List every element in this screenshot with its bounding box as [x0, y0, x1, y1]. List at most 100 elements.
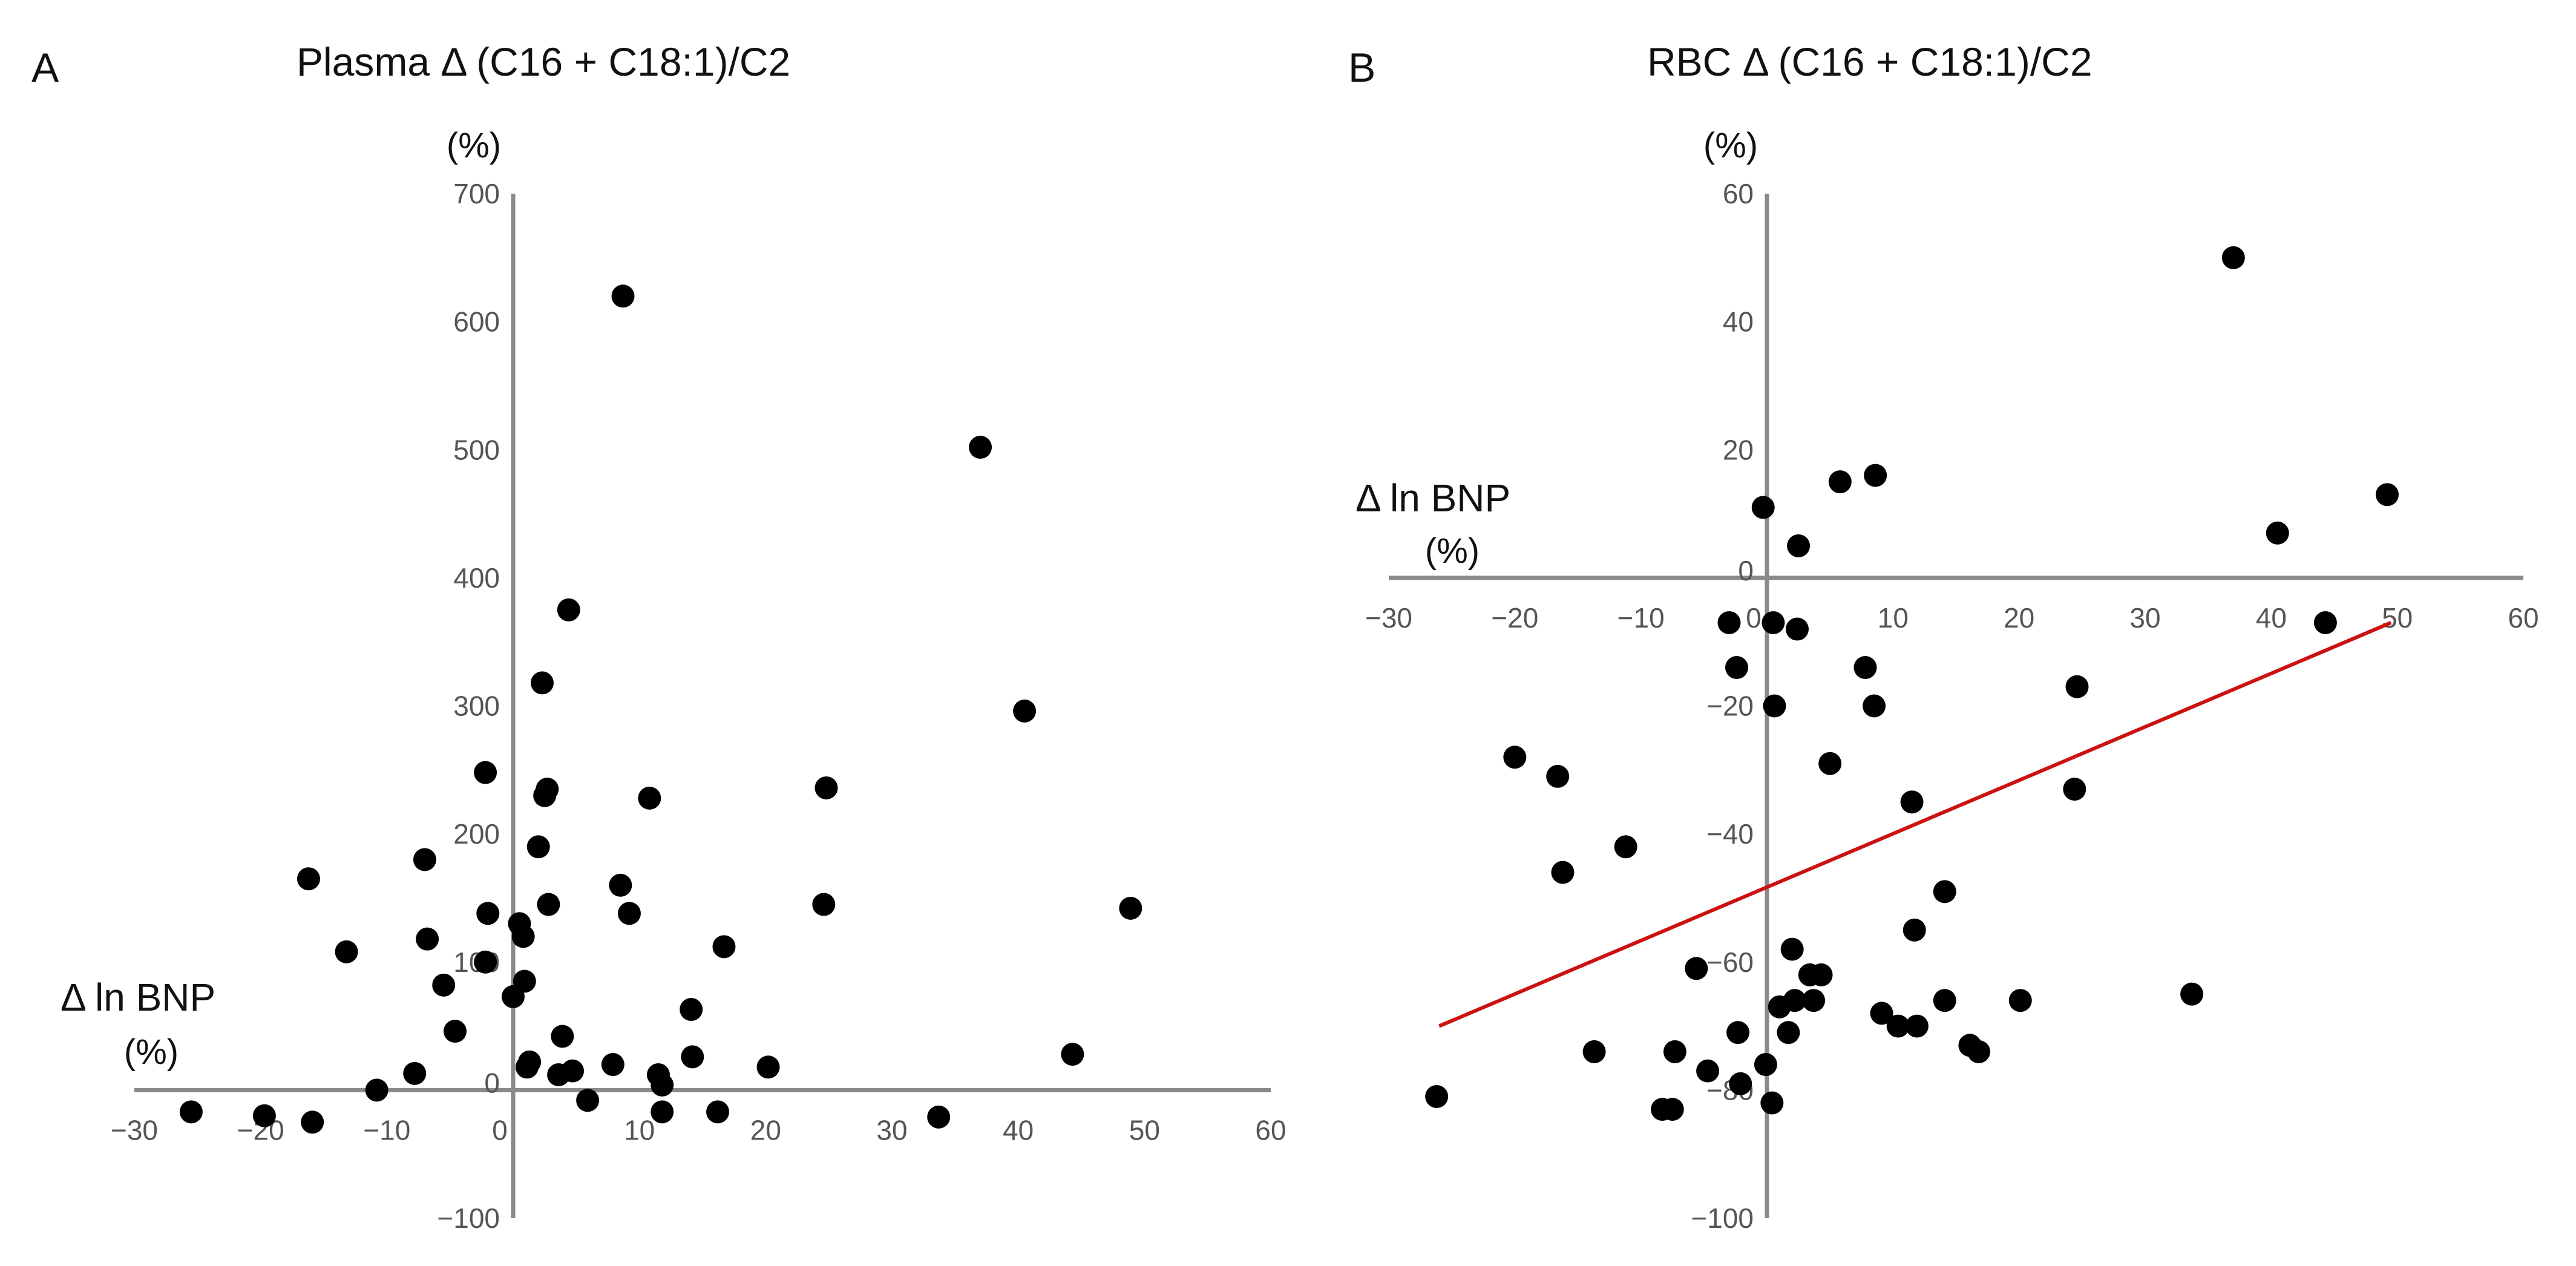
x-tick-label: 50	[1129, 1114, 1160, 1146]
data-point	[1551, 861, 1575, 884]
data-point	[511, 925, 535, 948]
data-point	[432, 973, 456, 997]
y-tick-label: −100	[437, 1202, 500, 1234]
x-tick-label: 60	[1255, 1114, 1286, 1146]
y-tick-label: 700	[453, 178, 500, 209]
data-point	[301, 1110, 324, 1134]
x-tick-label: 10	[624, 1114, 655, 1146]
data-point	[576, 1089, 600, 1112]
data-point	[1853, 656, 1877, 680]
x-tick-label: 20	[750, 1114, 781, 1146]
data-point	[1818, 752, 1842, 775]
panel-b-regression-line	[1438, 621, 2392, 1028]
data-point	[474, 950, 497, 974]
data-point	[513, 969, 536, 993]
data-point	[969, 436, 992, 459]
data-point	[706, 1100, 730, 1124]
data-point	[526, 835, 550, 859]
x-tick-label: −30	[111, 1114, 158, 1146]
data-point	[1863, 694, 1886, 718]
panel-a-points	[179, 284, 1142, 1134]
data-point	[297, 867, 320, 891]
data-point	[1886, 1014, 1910, 1038]
y-tick-label: −60	[1706, 946, 1754, 978]
data-point	[1783, 989, 1806, 1012]
data-point	[812, 893, 836, 916]
panel-a-x-ticks: −30 −20 −10 0 10 20 30 40 50 60	[111, 1114, 1286, 1146]
data-point	[1061, 1043, 1084, 1066]
x-tick-label: 0	[1746, 602, 1762, 634]
panel-a-y-unit: (%)	[447, 126, 501, 165]
panel-a-title: Plasma Δ (C16 + C18:1)/C2	[297, 39, 790, 84]
data-point	[681, 1045, 704, 1069]
data-point	[2065, 675, 2089, 698]
data-point	[444, 1020, 467, 1043]
data-point	[179, 1100, 203, 1124]
data-point	[1802, 989, 1826, 1012]
x-tick-label: 50	[2382, 602, 2413, 634]
data-point	[1787, 534, 1811, 557]
data-point	[536, 778, 559, 801]
data-point	[530, 671, 554, 695]
data-point	[1809, 963, 1833, 986]
x-tick-label: 20	[2004, 602, 2034, 634]
y-tick-label: 40	[1723, 306, 1754, 338]
data-point	[609, 873, 632, 897]
data-point	[927, 1105, 951, 1129]
data-point	[1905, 1014, 1929, 1038]
data-point	[756, 1055, 780, 1079]
data-point	[1660, 1098, 1684, 1121]
data-point	[680, 998, 703, 1022]
y-tick-label: −20	[1706, 690, 1754, 722]
panel-b-x-axis-unit: (%)	[1425, 531, 1480, 571]
data-point	[2266, 521, 2289, 545]
x-tick-label: 30	[876, 1114, 907, 1146]
data-point	[611, 284, 635, 308]
panel-a-scatter-plot: A Plasma Δ (C16 + C18:1)/C2 (%) −30 −20 −1…	[31, 39, 1286, 1234]
y-tick-label: 0	[484, 1067, 500, 1098]
x-tick-label: −30	[1365, 602, 1412, 634]
data-point	[1751, 496, 1775, 519]
x-tick-label: 60	[2508, 602, 2538, 634]
data-point	[1967, 1040, 1990, 1063]
y-tick-label: 60	[1723, 178, 1754, 209]
panel-b-title: RBC Δ (C16 + C18:1)/C2	[1647, 39, 2093, 84]
data-point	[1763, 694, 1786, 718]
data-point	[1903, 918, 1926, 942]
panel-b-letter: B	[1348, 45, 1375, 91]
data-point	[1503, 746, 1527, 769]
data-point	[416, 927, 439, 951]
data-point	[1663, 1040, 1686, 1063]
data-point	[1013, 699, 1037, 723]
data-point	[413, 848, 436, 871]
x-tick-label: −10	[1617, 602, 1665, 634]
data-point	[1780, 937, 1804, 961]
data-point	[2221, 246, 2245, 269]
data-point	[1725, 656, 1748, 680]
panel-a-letter: A	[31, 45, 59, 91]
data-point	[1900, 790, 1924, 814]
data-point	[365, 1078, 388, 1102]
data-point	[1119, 896, 1142, 920]
y-tick-label: 400	[453, 562, 500, 594]
data-point	[537, 893, 560, 916]
data-point	[1777, 1021, 1800, 1045]
panel-a-x-axis-unit: (%)	[124, 1032, 179, 1072]
data-point	[1582, 1040, 1606, 1063]
data-point	[561, 1059, 585, 1083]
x-tick-label: 0	[492, 1114, 508, 1146]
data-point	[1546, 764, 1570, 788]
data-point	[1933, 880, 1956, 904]
data-point	[1717, 611, 1741, 634]
data-point	[1864, 464, 1887, 487]
data-point	[1933, 989, 1956, 1012]
panel-b-scatter-plot: B RBC Δ (C16 + C18:1)/C2 (%) −30 −20 −10 0 1…	[1348, 39, 2539, 1234]
data-point	[1729, 1072, 1752, 1095]
data-point	[617, 902, 641, 925]
data-point	[403, 1061, 427, 1085]
y-tick-label: 500	[453, 434, 500, 465]
data-point	[651, 1100, 674, 1124]
panel-a-x-axis-title: Δ ln BNP	[61, 976, 215, 1019]
